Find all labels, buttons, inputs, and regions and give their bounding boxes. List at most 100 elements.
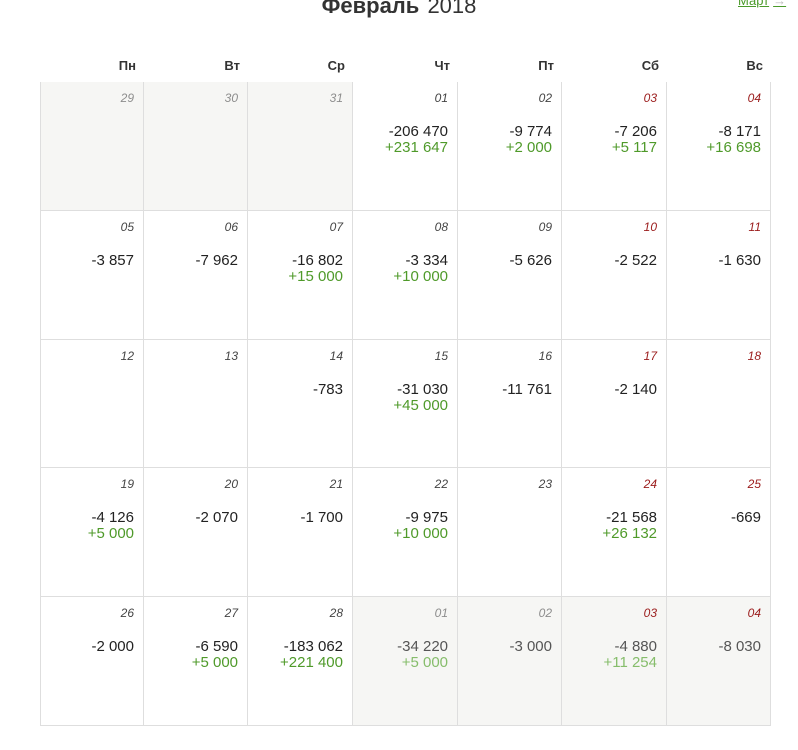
income-amount: +231 647 (385, 139, 448, 156)
day-cell[interactable]: 03 -7 206 +5 117 (562, 82, 667, 211)
day-cell[interactable]: 21 -1 700 (248, 468, 353, 597)
day-number: 28 (329, 606, 343, 620)
day-cell[interactable]: 14 -783 (248, 340, 353, 468)
expense-amount: -3 857 (91, 252, 134, 269)
day-cell[interactable]: 25 -669 (667, 468, 771, 597)
expense-amount: -16 802 (292, 252, 343, 269)
expense-amount: -2 070 (195, 509, 238, 526)
weekday-label: Ср (327, 58, 345, 73)
expense-amount: -8 030 (718, 638, 761, 655)
day-number: 19 (120, 477, 134, 491)
income-amount: +16 698 (706, 139, 761, 156)
expense-amount: -31 030 (397, 381, 448, 398)
day-cell[interactable]: 18 (667, 340, 771, 468)
day-cell[interactable]: 24 -21 568 +26 132 (562, 468, 667, 597)
next-month-label[interactable]: Март (738, 0, 770, 8)
day-cell[interactable]: 13 (144, 340, 248, 468)
day-cell[interactable]: 04 -8 171 +16 698 (667, 82, 771, 211)
next-month-link[interactable]: Март → (738, 0, 798, 8)
day-cell[interactable]: 03 -4 880 +11 254 (562, 597, 667, 726)
day-number: 16 (538, 349, 552, 363)
expense-amount: -1 630 (718, 252, 761, 269)
month-name: Февраль (321, 0, 420, 18)
day-number: 06 (224, 220, 238, 234)
day-number: 10 (643, 220, 657, 234)
expense-amount: -9 774 (509, 123, 552, 140)
weekday-label: Пт (538, 58, 554, 73)
expense-amount: -206 470 (388, 123, 448, 140)
day-number: 15 (434, 349, 448, 363)
day-number: 23 (538, 477, 552, 491)
expense-amount: -3 000 (509, 638, 552, 655)
day-cell[interactable]: 26 -2 000 (40, 597, 144, 726)
day-number: 07 (329, 220, 343, 234)
day-cell[interactable]: 08 -3 334 +10 000 (353, 211, 458, 340)
day-cell[interactable]: 31 (248, 82, 353, 211)
expense-amount: -1 700 (300, 509, 343, 526)
day-cell[interactable]: 16 -11 761 (458, 340, 562, 468)
day-cell[interactable]: 05 -3 857 (40, 211, 144, 340)
day-cell[interactable]: 20 -2 070 (144, 468, 248, 597)
day-cell[interactable]: 23 (458, 468, 562, 597)
income-amount: +5 000 (191, 654, 238, 671)
day-cell[interactable]: 19 -4 126 +5 000 (40, 468, 144, 597)
day-number: 17 (643, 349, 657, 363)
day-cell[interactable]: 29 (40, 82, 144, 211)
day-cell[interactable]: 07 -16 802 +15 000 (248, 211, 353, 340)
day-cell[interactable]: 04 -8 030 (667, 597, 771, 726)
day-number: 25 (747, 477, 761, 491)
day-number: 01 (434, 91, 448, 105)
weekday-label: Пн (118, 58, 136, 73)
calendar-title: Февраль 2018 (0, 0, 798, 19)
income-amount: +15 000 (288, 268, 343, 285)
day-cell[interactable]: 01 -206 470 +231 647 (353, 82, 458, 211)
day-number: 31 (329, 91, 343, 105)
day-cell[interactable]: 11 -1 630 (667, 211, 771, 340)
day-cell[interactable]: 02 -9 774 +2 000 (458, 82, 562, 211)
income-amount: +10 000 (393, 268, 448, 285)
day-cell[interactable]: 01 -34 220 +5 000 (353, 597, 458, 726)
income-amount: +5 000 (87, 525, 134, 542)
day-number: 08 (434, 220, 448, 234)
expense-amount: -8 171 (718, 123, 761, 140)
day-number: 24 (643, 477, 657, 491)
day-cell[interactable]: 27 -6 590 +5 000 (144, 597, 248, 726)
day-number: 12 (120, 349, 134, 363)
weekday-label: Вс (746, 58, 763, 73)
expense-amount: -11 761 (502, 381, 552, 398)
expense-amount: -34 220 (397, 638, 448, 655)
weekday-label: Чт (434, 58, 450, 73)
day-number: 22 (434, 477, 448, 491)
day-number: 03 (643, 91, 657, 105)
day-cell[interactable]: 10 -2 522 (562, 211, 667, 340)
expense-amount: -7 962 (195, 252, 238, 269)
day-cell[interactable]: 12 (40, 340, 144, 468)
income-amount: +11 254 (603, 654, 657, 671)
day-cell[interactable]: 30 (144, 82, 248, 211)
day-cell[interactable]: 22 -9 975 +10 000 (353, 468, 458, 597)
calendar-grid: 29 30 31 01 -206 470 +231 647 02 -9 774 +2 000 03… (40, 82, 771, 726)
expense-amount: -669 (730, 509, 761, 526)
day-number: 13 (224, 349, 238, 363)
day-number: 11 (748, 220, 761, 234)
income-amount: +2 000 (505, 139, 552, 156)
expense-amount: -3 334 (405, 252, 448, 269)
day-number: 26 (120, 606, 134, 620)
income-amount: +221 400 (280, 654, 343, 671)
expense-amount: -2 000 (91, 638, 134, 655)
day-number: 14 (329, 349, 343, 363)
income-amount: +5 117 (611, 139, 657, 156)
day-cell[interactable]: 09 -5 626 (458, 211, 562, 340)
year-label: 2018 (427, 0, 477, 18)
day-cell[interactable]: 06 -7 962 (144, 211, 248, 340)
day-number: 02 (538, 91, 552, 105)
arrow-right-icon[interactable]: → (773, 0, 787, 8)
expense-amount: -783 (312, 381, 343, 398)
day-cell[interactable]: 28 -183 062 +221 400 (248, 597, 353, 726)
day-cell[interactable]: 17 -2 140 (562, 340, 667, 468)
day-number: 21 (329, 477, 343, 491)
expense-amount: -7 206 (614, 123, 657, 140)
income-amount: +10 000 (393, 525, 448, 542)
day-cell[interactable]: 02 -3 000 (458, 597, 562, 726)
day-cell[interactable]: 15 -31 030 +45 000 (353, 340, 458, 468)
